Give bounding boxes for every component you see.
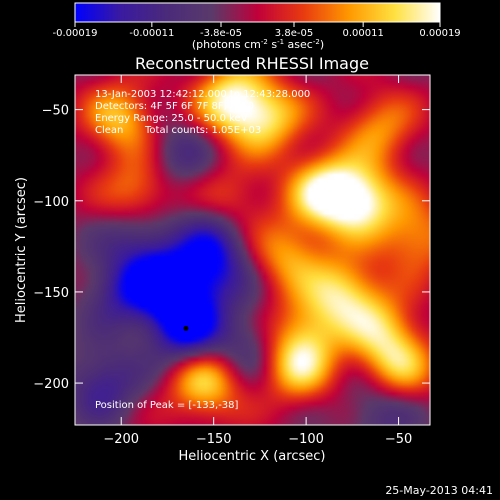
colorbar-gradient bbox=[74, 2, 441, 23]
footer-timestamp: 25-May-2013 04:41 bbox=[385, 484, 493, 497]
annotation-total-counts: Total counts: 1.05E+03 bbox=[144, 125, 261, 136]
chart-title: Reconstructed RHESSI Image bbox=[135, 54, 369, 73]
colorbar-tick-label: -3.8e-05 bbox=[200, 28, 242, 39]
heatmap-raster bbox=[75, 75, 430, 425]
annotation-algorithm: Clean bbox=[95, 125, 123, 136]
x-tick-label: −150 bbox=[196, 432, 232, 447]
peak-marker bbox=[183, 325, 189, 331]
annotation-peak-position: Position of Peak = [-133,-38] bbox=[95, 400, 239, 411]
colorbar-tick-label: 0.00019 bbox=[419, 28, 460, 39]
y-tick-label: −100 bbox=[33, 195, 69, 210]
x-axis: −200 −150 −100 −50 bbox=[103, 75, 412, 447]
colorbar-ticks: -0.00019 -0.00011 -3.8e-05 3.8e-05 0.00011 0.… bbox=[53, 22, 461, 39]
colorbar-tick-label: -0.00011 bbox=[129, 28, 174, 39]
colorbar-tick-label: 3.8e-05 bbox=[275, 28, 313, 39]
colorbar-unit-label: (photons cm-2 s-1 asec-2) bbox=[192, 38, 324, 51]
annotation-time-range: 13-Jan-2003 12:42:12.000 to 12:43:28.000 bbox=[95, 89, 310, 100]
colorbar-tick-label: 0.00011 bbox=[342, 28, 383, 39]
colorbar: -0.00019 -0.00011 -3.8e-05 3.8e-05 0.00011 0.… bbox=[53, 2, 461, 51]
colorbar-tick-label: -0.00019 bbox=[53, 28, 98, 39]
x-tick-label: −200 bbox=[103, 432, 139, 447]
y-tick-label: −200 bbox=[33, 377, 69, 392]
y-tick-label: −150 bbox=[33, 286, 69, 301]
x-tick-label: −50 bbox=[385, 432, 412, 447]
plot-frame bbox=[74, 74, 431, 426]
observation-annotations: 13-Jan-2003 12:42:12.000 to 12:43:28.000… bbox=[95, 89, 310, 411]
y-axis-label: Heliocentric Y (arcsec) bbox=[14, 177, 29, 323]
annotation-energy-range: Energy Range: 25.0 - 50.0 keV bbox=[95, 113, 248, 124]
annotation-detectors: Detectors: 4F 5F 6F 7F 8F, Att 0 bbox=[95, 101, 254, 112]
x-tick-label: −100 bbox=[288, 432, 324, 447]
heatmap-image bbox=[75, 75, 430, 425]
y-axis: −200 −150 −100 −50 bbox=[33, 104, 430, 392]
y-tick-label: −50 bbox=[42, 104, 69, 119]
x-axis-label: Heliocentric X (arcsec) bbox=[179, 449, 326, 464]
